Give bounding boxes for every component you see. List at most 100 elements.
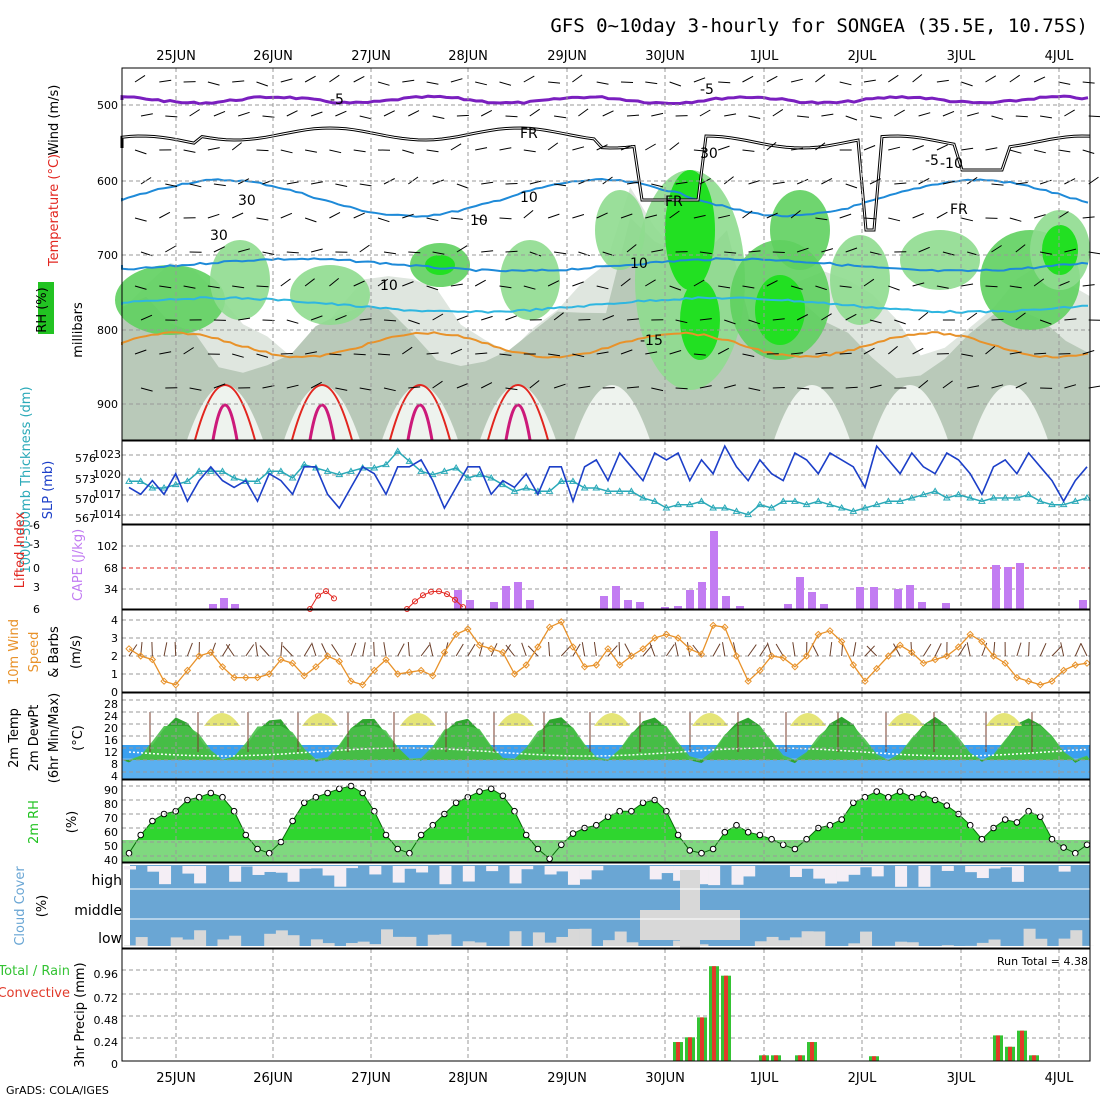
cloud-low-block: [392, 936, 405, 946]
wind-barb: [572, 353, 585, 358]
cloud-low-block: [988, 939, 1001, 946]
wind-barb: [578, 319, 591, 321]
rh-blob-strong: [755, 275, 805, 345]
rh2m-marker: [674, 831, 682, 839]
wind-barb: [383, 251, 396, 255]
wind10-marker: [580, 663, 589, 671]
wind-barb: [815, 352, 828, 355]
wind10-barb: [225, 644, 235, 657]
rh-blob: [900, 230, 980, 290]
cape-bar: [600, 596, 608, 609]
wind-barb: [456, 183, 469, 189]
cloud-high-block: [813, 866, 826, 879]
cape-bar: [820, 604, 828, 609]
wind-barb: [887, 346, 898, 355]
rh2m-marker: [803, 835, 810, 843]
thickness-marker: [1013, 494, 1021, 501]
wind-barb: [481, 181, 494, 185]
wind-barb: [499, 217, 512, 220]
wind10-marker: [651, 634, 659, 642]
thickness-marker: [1083, 494, 1091, 501]
isotherm-blue-lower: [121, 296, 1088, 314]
date-label-top: 1JUL: [750, 49, 780, 64]
contour-label: 30: [238, 193, 256, 209]
dry-arch: [972, 385, 1048, 440]
wind10-barb: [607, 645, 618, 657]
cape-bar: [856, 587, 864, 609]
wind10-marker: [978, 637, 986, 646]
wind-barb: [942, 110, 955, 117]
wind-barb: [790, 210, 801, 219]
wind-barb: [961, 81, 973, 87]
wind-barb: [189, 387, 202, 391]
wind-barb: [669, 350, 682, 355]
thickness-marker: [966, 494, 975, 501]
precip-convective-bar: [810, 1042, 814, 1061]
rh2m-marker: [1037, 813, 1044, 821]
wind-barb: [985, 75, 997, 83]
tick-label: 1: [111, 668, 118, 681]
thickness-marker: [1001, 494, 1010, 501]
cloud-high-block: [965, 866, 978, 873]
wind-barb: [942, 251, 955, 256]
wind-barb: [742, 353, 755, 357]
wind-barb: [693, 149, 706, 152]
wind-barb: [402, 149, 414, 154]
wind-barb: [286, 251, 299, 254]
rh2m-marker: [558, 841, 565, 849]
wind-barb: [888, 217, 901, 222]
wind-barb: [888, 74, 899, 83]
wind-barb: [845, 386, 858, 389]
wind10-marker: [802, 652, 811, 660]
thickness-marker: [335, 470, 344, 478]
cloud-low-block: [369, 944, 382, 946]
wind-barb: [547, 142, 559, 151]
wind10-barb: [407, 641, 410, 657]
date-label-bottom: 30JUN: [645, 1071, 685, 1086]
wind-barb: [645, 351, 658, 355]
rh2m-marker: [254, 845, 261, 853]
wind-barb: [1040, 251, 1052, 255]
cloud-low-block: [895, 941, 908, 946]
date-label-bottom: 29JUN: [547, 1071, 587, 1086]
tick-label: 80: [104, 798, 118, 811]
wind-barb: [280, 278, 291, 287]
cape-bar: [636, 602, 644, 609]
thickness-marker: [931, 487, 940, 494]
wind10-panel: 4 3 2 1 0 10m Wind Speed & Barbs (m/s): [7, 610, 1091, 699]
rh2m-marker: [896, 788, 904, 795]
wind10-marker: [1013, 673, 1021, 682]
wind10-barb: [1051, 645, 1063, 657]
cloud-low-block: [1070, 930, 1083, 946]
wind-barb: [596, 212, 608, 219]
wind10-marker: [230, 673, 238, 682]
contour-label: 10: [520, 190, 538, 206]
rh2m-marker: [230, 807, 238, 815]
wind10-marker: [160, 677, 168, 685]
wind-barb: [213, 183, 226, 187]
rh2m-marker: [324, 789, 331, 797]
cloud-high-block: [579, 866, 592, 880]
wind-barb: [675, 181, 688, 185]
cloud-high-block: [544, 866, 557, 875]
date-label-bottom: 27JUN: [351, 1071, 391, 1086]
wind-barb: [189, 183, 202, 188]
wind10-marker: [1048, 677, 1056, 685]
wind-barb: [718, 81, 731, 84]
wind-barb: [942, 180, 955, 185]
wind10-barb: [128, 644, 138, 657]
cape-bar: [686, 590, 694, 609]
wind-barb: [383, 110, 395, 117]
tick-label: 500: [97, 99, 118, 112]
wind-barb: [651, 183, 664, 188]
dewpoint-area-low: [122, 758, 1090, 779]
dry-arch: [872, 385, 948, 440]
wind10-marker: [767, 652, 776, 660]
wind-barb: [620, 213, 633, 219]
slp-tick: 1017: [93, 488, 121, 501]
thickness-marker: [989, 494, 998, 501]
thickness-marker: [919, 490, 928, 498]
wind-barb: [280, 149, 293, 154]
dry-arch: [574, 385, 650, 440]
precip-convective-bar: [762, 1055, 766, 1061]
